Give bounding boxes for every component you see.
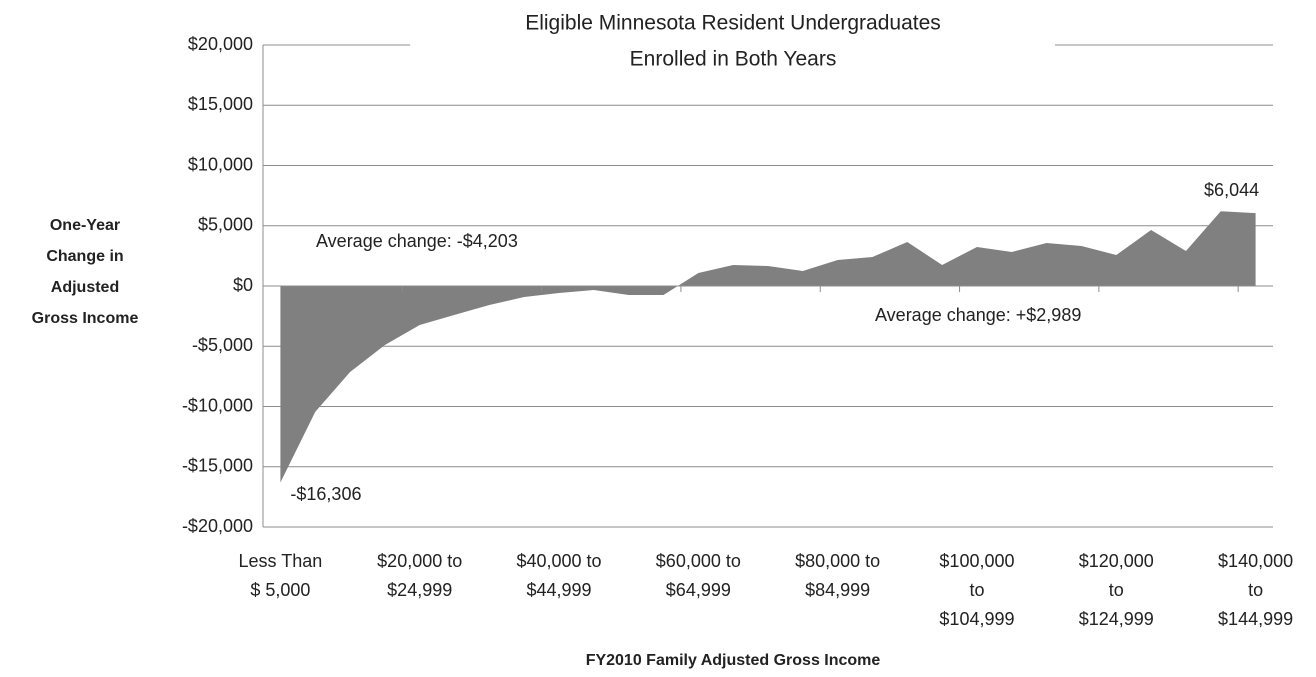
annotation: Average change: -$4,203 <box>316 231 518 251</box>
y-axis-title: Gross Income <box>32 310 139 327</box>
x-tick-label: $ 5,000 <box>250 580 310 600</box>
y-tick-label: -$10,000 <box>182 395 253 415</box>
x-tick-label: $60,000 to <box>656 551 741 571</box>
area <box>280 211 1256 483</box>
y-tick-label: -$5,000 <box>192 335 253 355</box>
annotation: Average change: +$2,989 <box>875 305 1081 325</box>
x-tick-label: $100,000 <box>939 551 1014 571</box>
y-axis-title: One-Year <box>50 217 120 234</box>
data-label: -$16,306 <box>290 484 361 504</box>
y-tick-label: -$15,000 <box>182 456 253 476</box>
x-tick-label: $140,000 <box>1218 551 1293 571</box>
y-tick-label: $5,000 <box>198 215 253 235</box>
x-tick-label: to <box>1248 580 1263 600</box>
x-tick-label: $24,999 <box>387 580 452 600</box>
data-label: $6,044 <box>1204 180 1259 200</box>
x-tick-label: $104,999 <box>939 609 1014 629</box>
y-tick-label: $10,000 <box>188 154 253 174</box>
x-tick-label: $84,999 <box>805 580 870 600</box>
x-tick-label: $144,999 <box>1218 609 1293 629</box>
x-tick-label: $40,000 to <box>516 551 601 571</box>
x-tick-label: to <box>1109 580 1124 600</box>
x-tick-label: $124,999 <box>1079 609 1154 629</box>
chart-title: Enrolled in Both Years <box>630 48 837 71</box>
x-tick-label: $64,999 <box>666 580 731 600</box>
y-axis-title: Change in <box>46 248 123 265</box>
y-axis-title: Adjusted <box>51 279 119 296</box>
x-tick-label: to <box>969 580 984 600</box>
chart-title: Eligible Minnesota Resident Undergraduat… <box>525 12 941 35</box>
x-tick-label: Less Than <box>239 551 323 571</box>
x-tick-label: $20,000 to <box>377 551 462 571</box>
y-tick-label: $0 <box>233 275 253 295</box>
title-background <box>410 8 1055 78</box>
y-tick-label: -$20,000 <box>182 516 253 536</box>
x-tick-label: $44,999 <box>526 580 591 600</box>
y-tick-label: $20,000 <box>188 34 253 54</box>
y-tick-label: $15,000 <box>188 94 253 114</box>
x-tick-label: $80,000 to <box>795 551 880 571</box>
x-tick-label: $120,000 <box>1079 551 1154 571</box>
x-axis-title: FY2010 Family Adjusted Gross Income <box>586 652 881 669</box>
